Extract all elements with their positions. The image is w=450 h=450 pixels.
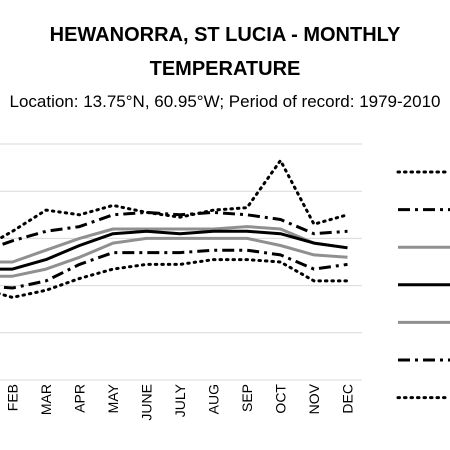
- x-tick-label: APR: [72, 384, 88, 413]
- x-tick-label: MAY: [105, 383, 121, 413]
- x-tick-label: OCT: [273, 384, 289, 414]
- x-tick-label: DEC: [340, 384, 356, 414]
- x-tick-label: NOV: [306, 383, 322, 414]
- chart-title-line1: HEWANORRA, ST LUCIA - MONTHLY: [49, 24, 401, 46]
- x-tick-label: JUNE: [139, 384, 155, 421]
- series-line: [0, 236, 348, 278]
- x-tick-label: MAR: [38, 384, 54, 415]
- x-tick-label: AUG: [206, 384, 222, 414]
- series-line: [0, 225, 348, 264]
- chart-subtitle: Location: 13.75°N, 60.95°W; Period of re…: [9, 92, 441, 111]
- x-tick-label: JULY: [172, 383, 188, 417]
- series-line: [0, 229, 348, 271]
- x-tick-label: FEB: [5, 384, 21, 411]
- chart-title-line2: TEMPERATURE: [149, 58, 301, 80]
- series-line: [0, 159, 349, 241]
- x-tick-label: SEP: [239, 384, 255, 412]
- series-line: [0, 258, 349, 299]
